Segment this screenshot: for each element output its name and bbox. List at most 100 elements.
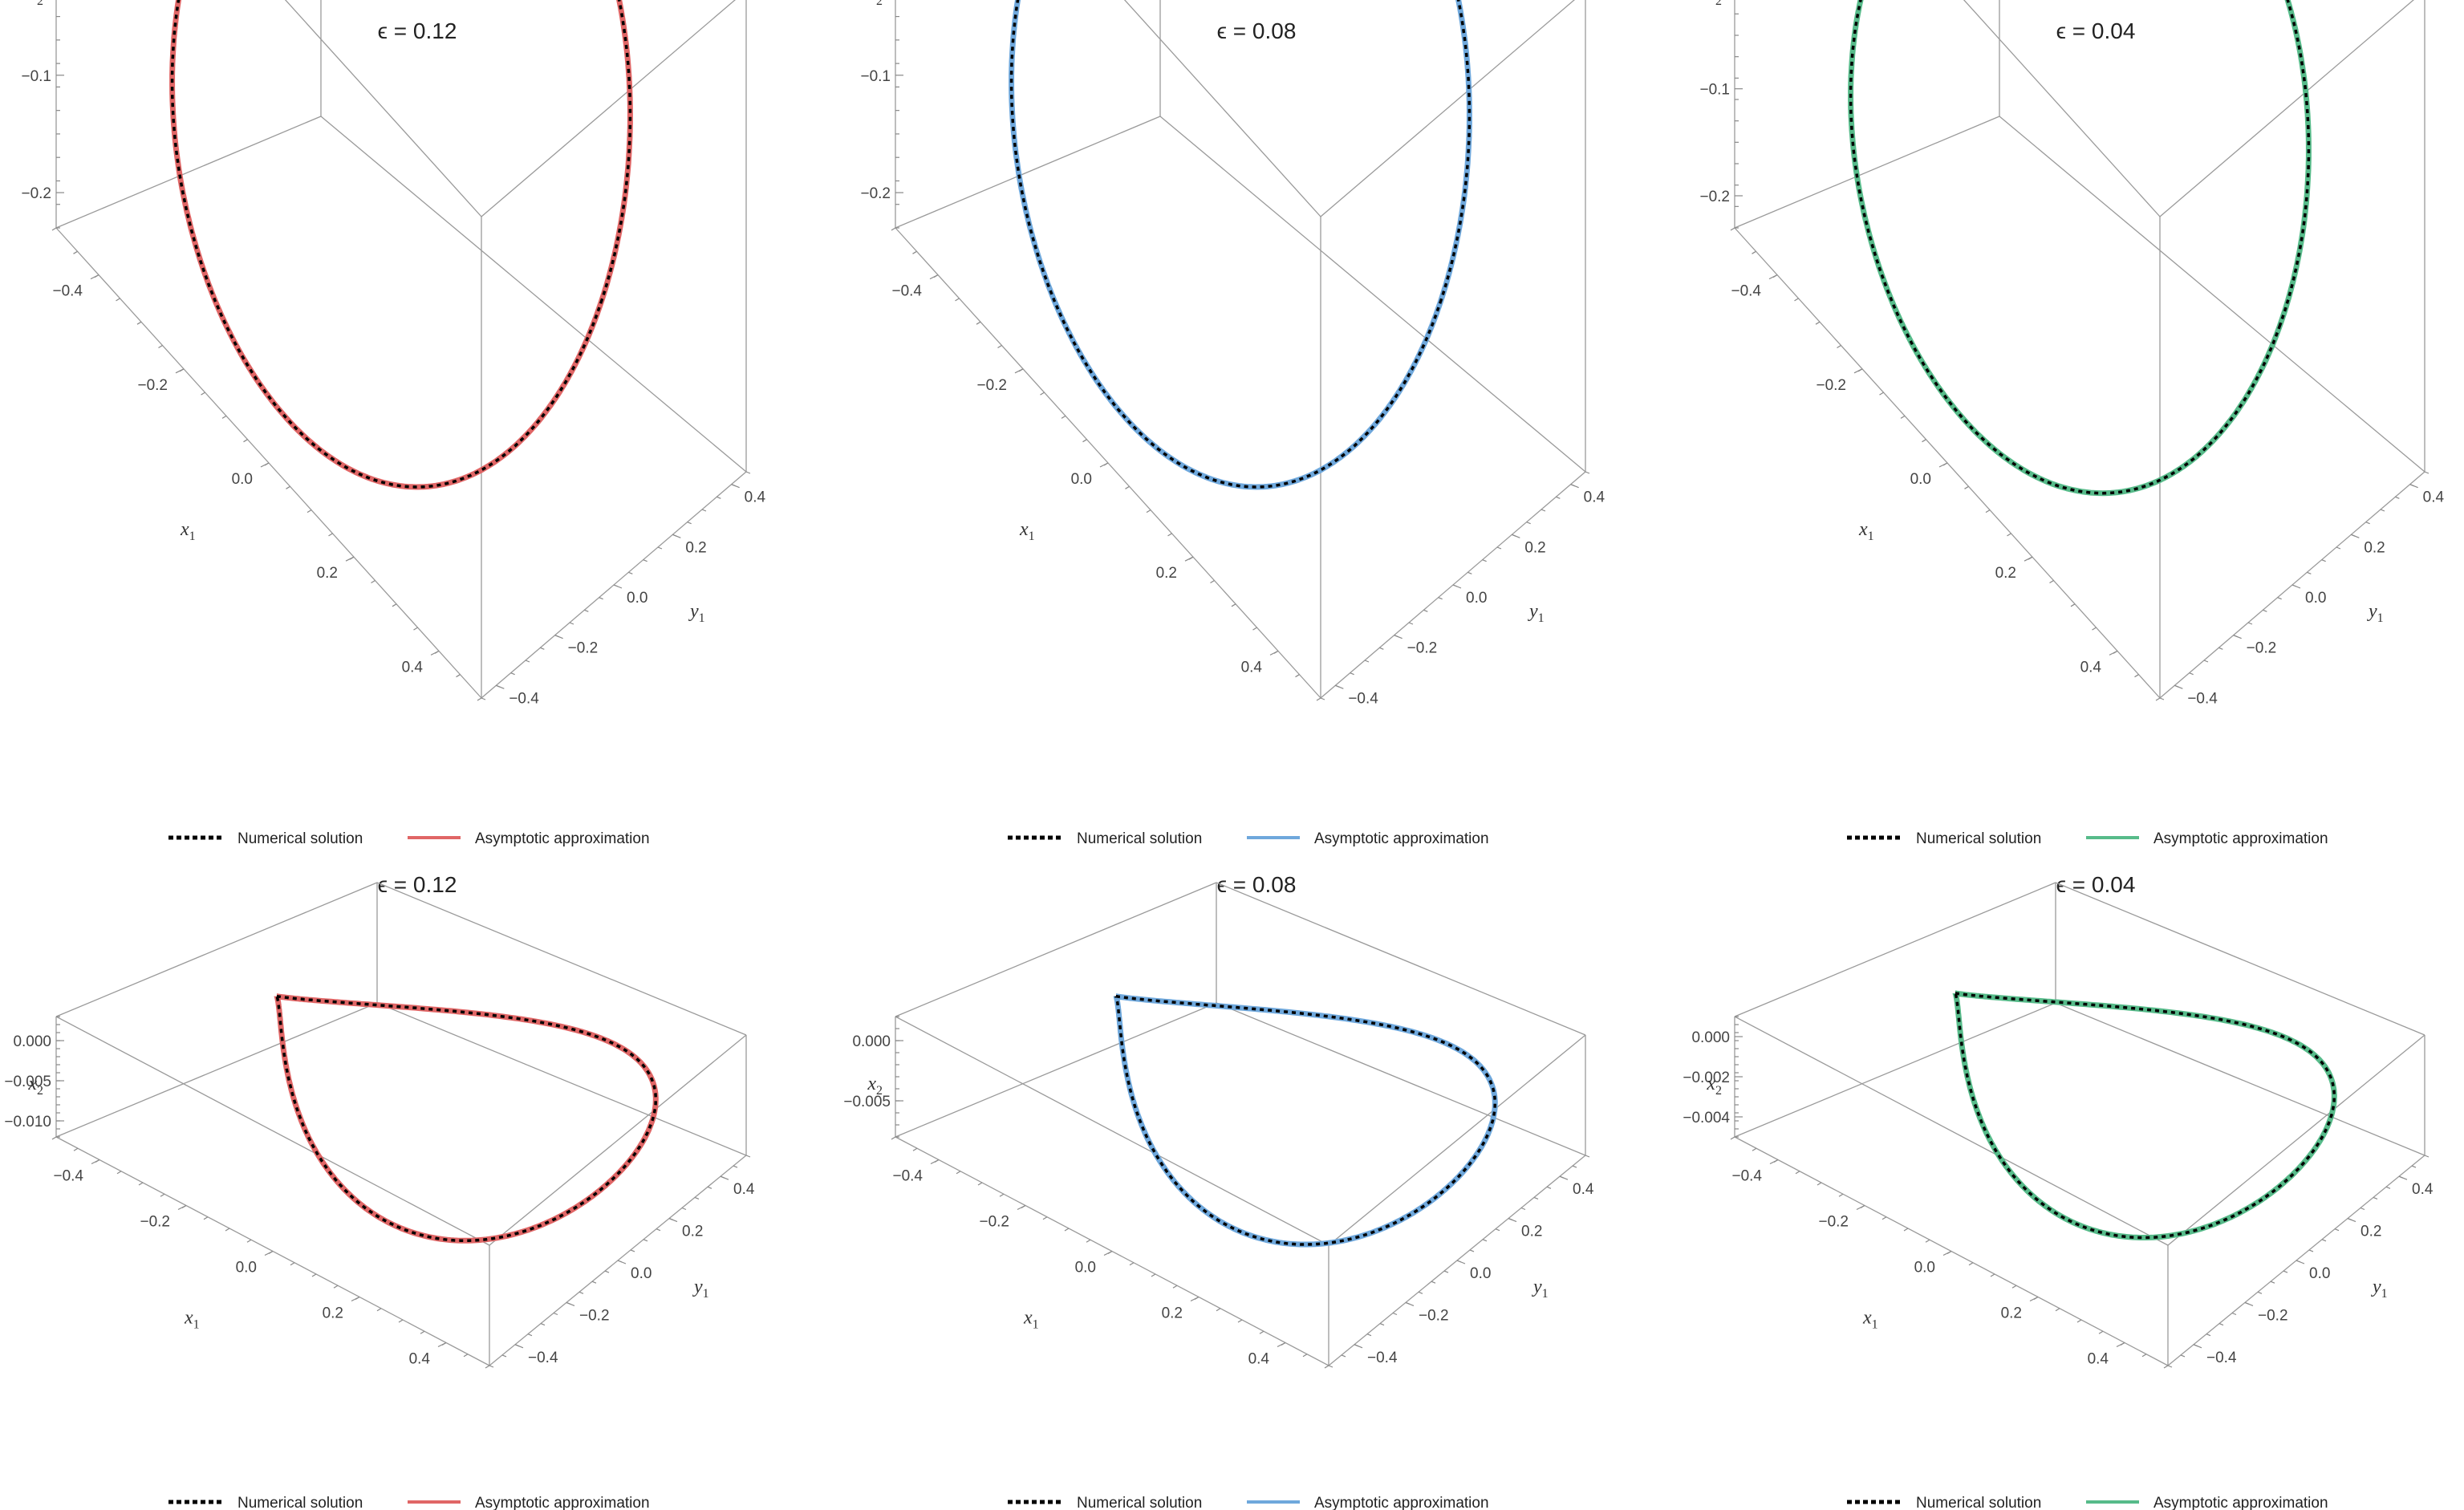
numerical-solution-curve [1009,0,1471,489]
x1-tick-label: 0.2 [323,1305,343,1322]
y1-minor-tick [716,496,721,499]
x1-minor-tick [264,462,270,466]
chart-title: ϵ = 0.04 [2056,872,2136,897]
x1-minor-tick [955,298,960,302]
legend-asymptotic-approximation-label: Asymptotic approximation [2153,1495,2328,1510]
y1-tick-label: 0.0 [1466,590,1487,607]
y1-minor-tick [707,1186,712,1189]
y1-minor-tick [2174,684,2179,688]
x1-minor-tick [1273,650,1279,654]
y1-tick-label: 0.2 [685,539,706,556]
legend: Numerical solution Asymptotic approximati… [168,1495,650,1510]
x1-minor-tick [933,274,939,278]
x2-tick-label: 0.000 [1691,1029,1730,1046]
x1-minor-tick [116,298,120,302]
legend: Numerical solution Asymptotic approximati… [1008,830,1489,847]
box-edge [376,882,747,1036]
y1-tick-label: 0.0 [2305,590,2326,607]
box-edge [320,116,747,473]
y1-minor-tick [1469,1249,1475,1252]
chart-title: ϵ = 0.12 [378,18,457,43]
box-edge [895,1016,1329,1246]
chart-title: ϵ = 0.12 [378,872,457,897]
x1-axis-label: x1 [1858,519,1874,543]
x1-minor-tick [286,485,290,489]
y1-minor-tick [2231,1312,2237,1316]
x1-minor-tick [2155,697,2161,701]
numerical-solution-curve [1114,994,1497,1246]
x1-minor-tick [1018,368,1024,372]
y1-tick-label: 0.2 [2364,539,2385,556]
y1-minor-tick [2263,609,2267,612]
x1-minor-tick [1129,1262,1135,1266]
box-edge [55,882,378,1017]
y1-tick-label: −0.2 [579,1307,610,1324]
y1-minor-tick [2307,571,2312,574]
chart-panel-4: ϵ = 0.12 −0.4 −0.2 0.0 0.2 0.4 x1 −0.4 −0.2 0.0 0.… [4,872,755,1510]
x1-minor-tick [1172,1285,1178,1289]
box-edge [1320,0,1575,217]
x1-minor-tick [1752,250,1756,254]
x1-tick-label: 0.2 [1156,565,1177,582]
chart-title: ϵ = 0.04 [2056,18,2136,43]
x1-minor-tick [420,1330,425,1334]
y1-minor-tick [1570,484,1575,487]
box-edge [1999,116,2425,473]
y1-minor-tick [1572,1165,1577,1168]
x1-minor-tick [398,1319,404,1323]
x1-tick-label: −0.2 [1816,377,1846,394]
x1-minor-tick [1860,1204,1865,1209]
x2-tick-label: −0.1 [860,68,891,85]
y1-minor-tick [553,1312,558,1316]
y1-minor-tick [1585,471,1590,474]
y1-minor-tick [2321,559,2326,562]
x1-minor-tick [2098,1330,2104,1334]
x1-minor-tick [179,368,185,372]
legend-asymptotic-approximation-label: Asymptotic approximation [2153,830,2328,847]
x1-minor-tick [1903,1228,1909,1232]
y1-minor-tick [2398,1175,2404,1179]
y1-minor-tick [1533,1196,1539,1199]
box-edge [481,0,736,217]
box-edge [1216,882,1586,1036]
legend: Numerical solution Asymptotic approximati… [1847,830,2328,847]
x1-tick-label: 0.4 [409,1351,431,1368]
x1-minor-tick [51,1136,57,1140]
x1-minor-tick [956,1171,961,1175]
x1-minor-tick [413,627,418,631]
x1-minor-tick [1316,697,1321,701]
y1-minor-tick [2193,1344,2198,1347]
chart-panel-3: ϵ = 0.04 −0.4 −0.2 0.0 0.2 0.4 x1 −0.4 −0.2 0.0 0.… [1699,0,2445,847]
x1-minor-tick [1968,1262,1974,1266]
x1-minor-tick [333,1285,339,1289]
box-edge [1734,1016,2169,1246]
y1-axis-label-subscript: 1 [2381,1287,2388,1301]
y1-minor-tick [2411,1165,2417,1168]
box-edge [1734,882,2056,1017]
x1-tick-label: −0.4 [1731,1168,1762,1185]
y1-tick-label: −0.2 [2258,1307,2288,1324]
x1-minor-tick [51,227,57,231]
x1-tick-label: −0.2 [140,1214,170,1231]
x1-minor-tick [1216,1308,1221,1312]
y1-minor-tick [2167,1365,2173,1368]
y1-tick-label: 0.2 [1521,1224,1542,1240]
x1-minor-tick [1837,344,1841,349]
x1-minor-tick [290,1262,295,1266]
y1-minor-tick [1350,672,1354,676]
legend-asymptotic-approximation-label: Asymptotic approximation [475,830,650,847]
x1-minor-tick [2163,1365,2169,1369]
y1-minor-tick [2380,509,2385,512]
x1-tick-label: 0.4 [1248,1351,1270,1368]
x1-minor-tick [1040,392,1045,396]
box-edge [489,1034,747,1246]
legend-numerical-solution-label: Numerical solution [1916,830,2041,847]
box-edge [2055,882,2425,1036]
x1-minor-tick [116,1171,122,1175]
x1-minor-tick [1990,1273,1995,1277]
box-edge [1328,1034,1586,1246]
y1-minor-tick [510,672,515,676]
x1-minor-tick [138,1182,144,1186]
y1-axis-label-subscript: 1 [699,611,705,625]
x1-axis-label: x1 [180,519,196,543]
